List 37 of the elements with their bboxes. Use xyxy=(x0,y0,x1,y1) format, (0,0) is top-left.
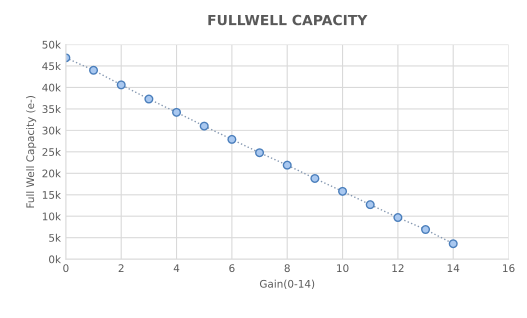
y-axis-title: Full Well Capacity (e-) xyxy=(26,96,36,208)
y-tick-label: 50k xyxy=(42,40,61,49)
point xyxy=(255,148,264,158)
y-tick-label: 30k xyxy=(42,126,61,134)
y-tick-label: 40k xyxy=(42,83,61,92)
y-tick-label: 25k xyxy=(42,148,61,156)
chart-title: FULLWELL CAPACITY xyxy=(208,14,368,26)
x-tick-label: 0 xyxy=(63,264,68,272)
point xyxy=(310,174,320,183)
y-tick-label: 45k xyxy=(42,62,61,70)
x-tick-label: 8 xyxy=(284,264,290,272)
point xyxy=(89,66,98,75)
point xyxy=(393,213,402,222)
x-tick-label: 6 xyxy=(229,264,235,272)
point xyxy=(448,239,458,248)
y-tick-label: 35k xyxy=(42,104,61,114)
y-tick-label: 5k xyxy=(49,234,61,242)
x-tick-label: 14 xyxy=(448,264,460,272)
point xyxy=(227,134,236,144)
point xyxy=(366,200,375,210)
y-tick-label: 20k xyxy=(42,169,61,178)
x-tick-label: 16 xyxy=(503,264,515,272)
point xyxy=(421,225,430,234)
point xyxy=(338,186,348,196)
point xyxy=(116,80,126,90)
point xyxy=(144,94,154,104)
point xyxy=(200,122,209,131)
point xyxy=(282,160,292,170)
y-tick-label: 10k xyxy=(42,212,61,220)
y-tick-label: 0k xyxy=(49,255,61,264)
x-tick-label: 2 xyxy=(118,264,124,272)
point xyxy=(172,108,182,117)
x-tick-label: 4 xyxy=(174,264,180,272)
y-tick-label: 15k xyxy=(42,190,61,199)
x-tick-label: 12 xyxy=(392,264,404,272)
x-axis-title: Gain(0-14) xyxy=(260,280,314,289)
x-tick-label: 10 xyxy=(337,264,348,272)
